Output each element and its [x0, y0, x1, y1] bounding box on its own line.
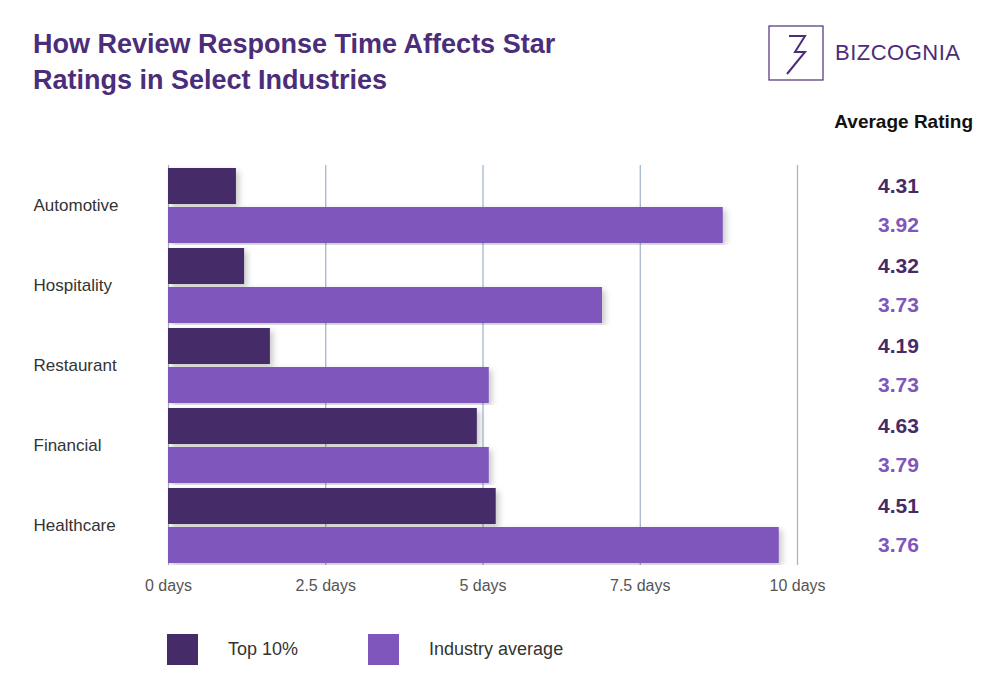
svg-text:4.19: 4.19 — [878, 334, 919, 357]
html-text:Average Rating: Average Rating — [834, 111, 973, 132]
svg-text:3.73: 3.73 — [878, 293, 919, 316]
html-text:Industry average: Industry average — [429, 639, 564, 659]
svg-text:3.73: 3.73 — [878, 373, 919, 396]
html-text:How Review Response Time Affec: How Review Response Time Affects Star Ra… — [33, 29, 556, 95]
svg-text:4.32: 4.32 — [878, 254, 919, 277]
svg-text:Healthcare: Healthcare — [34, 516, 116, 535]
svg-text:Financial: Financial — [34, 436, 102, 455]
svg-text:Automotive: Automotive — [34, 196, 119, 215]
svg-text:4.31: 4.31 — [878, 174, 919, 197]
svg-text:4.51: 4.51 — [878, 494, 919, 517]
svg-text:3.79: 3.79 — [878, 453, 919, 476]
svg-text:4.63: 4.63 — [878, 414, 919, 437]
svg-text:0 days: 0 days — [145, 577, 192, 594]
svg-text:10 days: 10 days — [769, 577, 825, 594]
svg-text:3.92: 3.92 — [878, 213, 919, 236]
html-text:Top 10%: Top 10% — [228, 639, 299, 659]
html-text:BIZCOGNIA: BIZCOGNIA — [835, 40, 961, 65]
svg-text:2.5 days: 2.5 days — [296, 577, 356, 594]
svg-text:7.5 days: 7.5 days — [610, 577, 670, 594]
svg-text:Hospitality: Hospitality — [34, 276, 113, 295]
svg-text:5 days: 5 days — [459, 577, 506, 594]
svg-text:Restaurant: Restaurant — [34, 356, 117, 375]
svg-text:3.76: 3.76 — [878, 533, 919, 556]
